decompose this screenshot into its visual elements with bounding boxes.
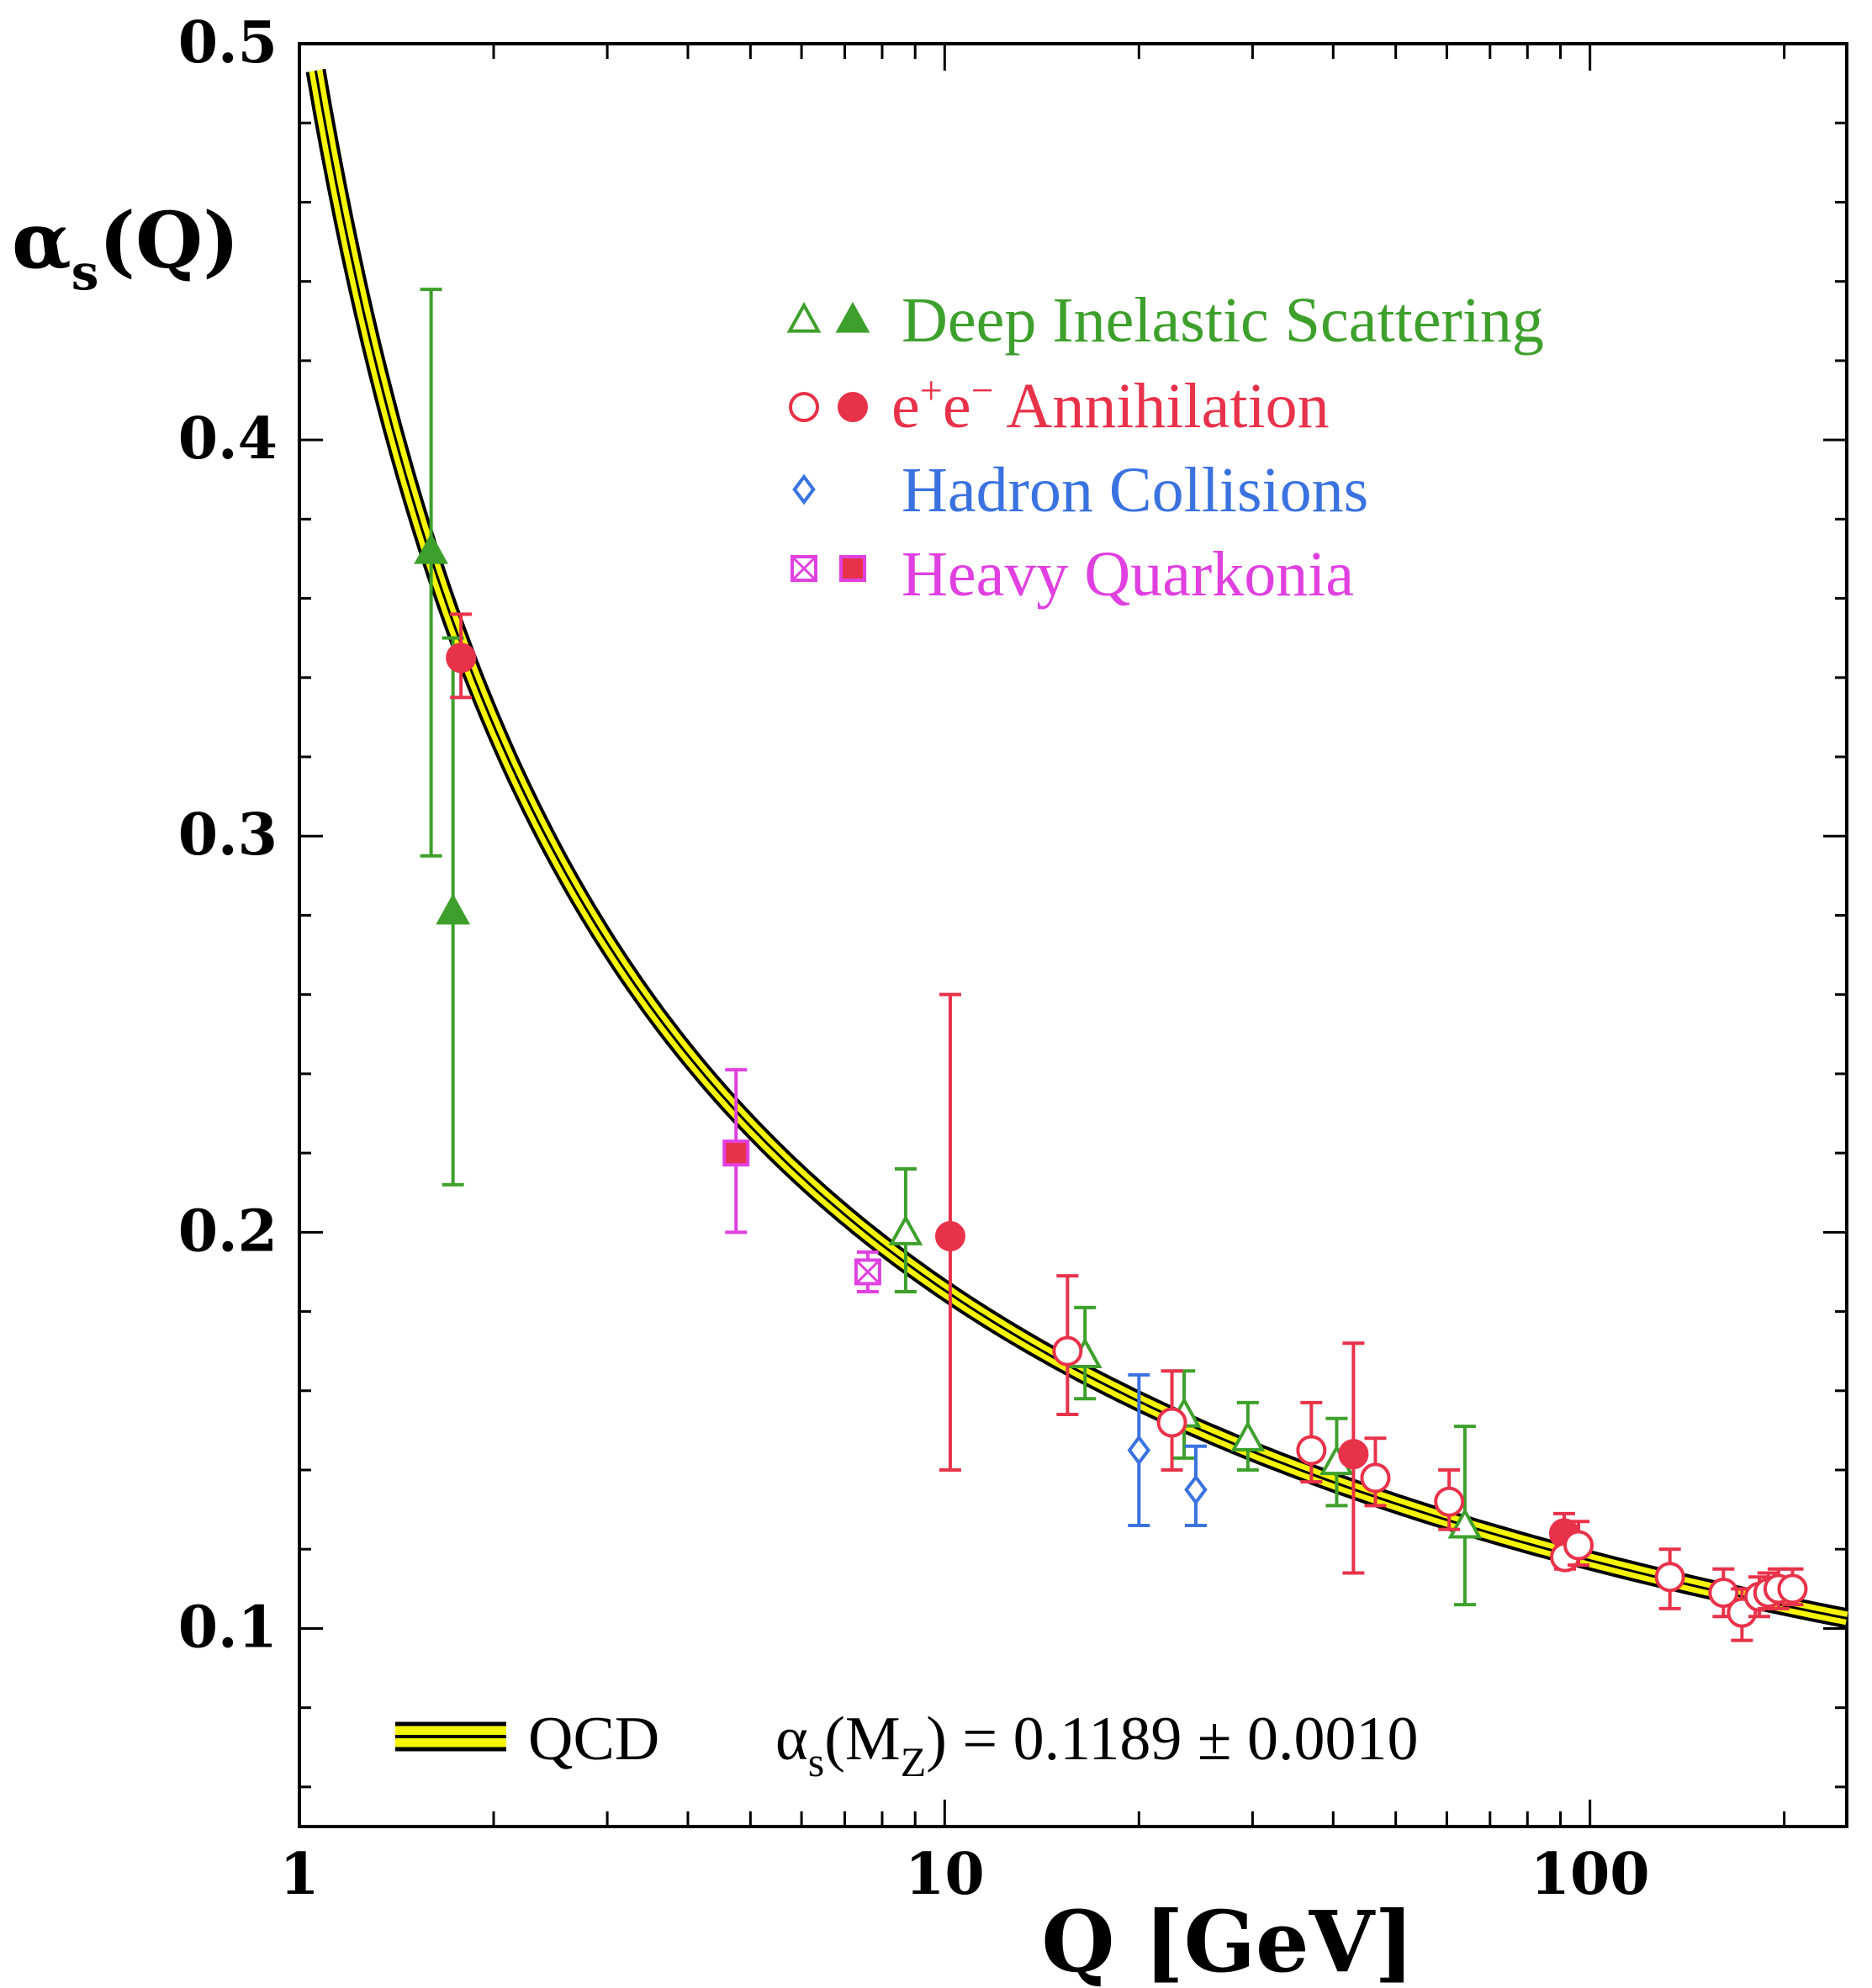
series-ee xyxy=(446,612,1808,1642)
qcd-label: QCD xyxy=(528,1705,659,1774)
series-quarkonia xyxy=(722,1068,881,1293)
ee-point-12 xyxy=(1708,1578,1739,1609)
legend-symbol-diamond-open xyxy=(792,473,816,505)
ee-point-5 xyxy=(1338,1439,1369,1470)
qcd-annotation: QCD αs(MZ) = 0.1189 ± 0.0010 xyxy=(528,1705,1419,1785)
hadron-point-1 xyxy=(1184,1474,1208,1505)
data-points-layer xyxy=(414,288,1808,1642)
legend-symbol-square-filled xyxy=(839,555,866,582)
plot-frame xyxy=(298,42,1848,1828)
ee-point-2 xyxy=(1052,1335,1083,1367)
legend-label-ee: e+e− Annihilation xyxy=(891,368,1330,441)
legend-label-dis: Deep Inelastic Scattering xyxy=(902,285,1544,356)
ee-point-17 xyxy=(1777,1573,1808,1605)
x-tick-label: 10 xyxy=(905,1841,985,1908)
legend-label-hadron: Hadron Collisions xyxy=(902,455,1368,526)
quarkonia-point-0-box xyxy=(722,1139,750,1167)
ee-point-7 xyxy=(1434,1486,1465,1517)
ee-point-10 xyxy=(1563,1530,1594,1561)
legend-symbol-triangle-filled xyxy=(835,301,870,333)
ee-point-1 xyxy=(934,1221,965,1252)
legend-symbol-circle-open xyxy=(789,392,819,422)
alpha-s-mz-formula: αs(MZ) = 0.1189 ± 0.0010 xyxy=(775,1705,1419,1785)
qcd-upper-line xyxy=(305,71,1846,1629)
legend: Deep Inelastic Scattering e+e− Annihilat… xyxy=(891,285,1544,610)
axes-layer xyxy=(298,42,1848,1828)
x-axis-title: Q [GeV] xyxy=(1041,1892,1414,1988)
labels-layer: αs(Q) Q [GeV] Deep Inelastic Scattering … xyxy=(12,9,1650,1988)
quarkonia-point-1 xyxy=(854,1258,881,1286)
quarkonia-point-0 xyxy=(722,1139,750,1167)
legend-symbol-square-open xyxy=(791,555,817,582)
y-axis-title: αs(Q) xyxy=(12,195,240,301)
ee-point-4 xyxy=(1296,1435,1327,1466)
ee-point-11 xyxy=(1654,1562,1685,1593)
legend-symbol-square-open-cross-b xyxy=(791,555,817,582)
qcd-legend-swatch xyxy=(395,1721,506,1752)
x-tick-label: 100 xyxy=(1531,1841,1650,1908)
ee-point-6 xyxy=(1360,1462,1391,1494)
qcd-center-line xyxy=(314,70,1848,1620)
y-tick-label: 0.1 xyxy=(178,1594,278,1661)
dis-point-1 xyxy=(436,893,471,925)
series-dis xyxy=(414,288,1483,1607)
dis-point-2 xyxy=(888,1214,923,1245)
y-tick-label: 0.3 xyxy=(178,801,278,869)
series-hadron xyxy=(1127,1372,1208,1527)
quarkonia-point-1-cross-b xyxy=(854,1259,880,1285)
y-tick-label: 0.5 xyxy=(178,9,278,77)
ee-point-0 xyxy=(446,642,477,674)
dis-point-5 xyxy=(1230,1420,1266,1451)
legend-symbol-square-filled-box xyxy=(839,555,866,582)
y-tick-label: 0.4 xyxy=(178,405,278,473)
legend-symbol-triangle-open xyxy=(786,301,822,333)
legend-symbol-circle-filled xyxy=(838,392,868,422)
dis-point-0 xyxy=(414,532,449,564)
ee-point-3 xyxy=(1156,1407,1187,1438)
x-tick-label: 1 xyxy=(279,1841,319,1908)
hadron-point-0 xyxy=(1127,1435,1151,1466)
legend-label-quarkonia: Heavy Quarkonia xyxy=(902,539,1354,610)
legend-symbols xyxy=(786,301,870,582)
y-tick-label: 0.2 xyxy=(178,1198,278,1265)
